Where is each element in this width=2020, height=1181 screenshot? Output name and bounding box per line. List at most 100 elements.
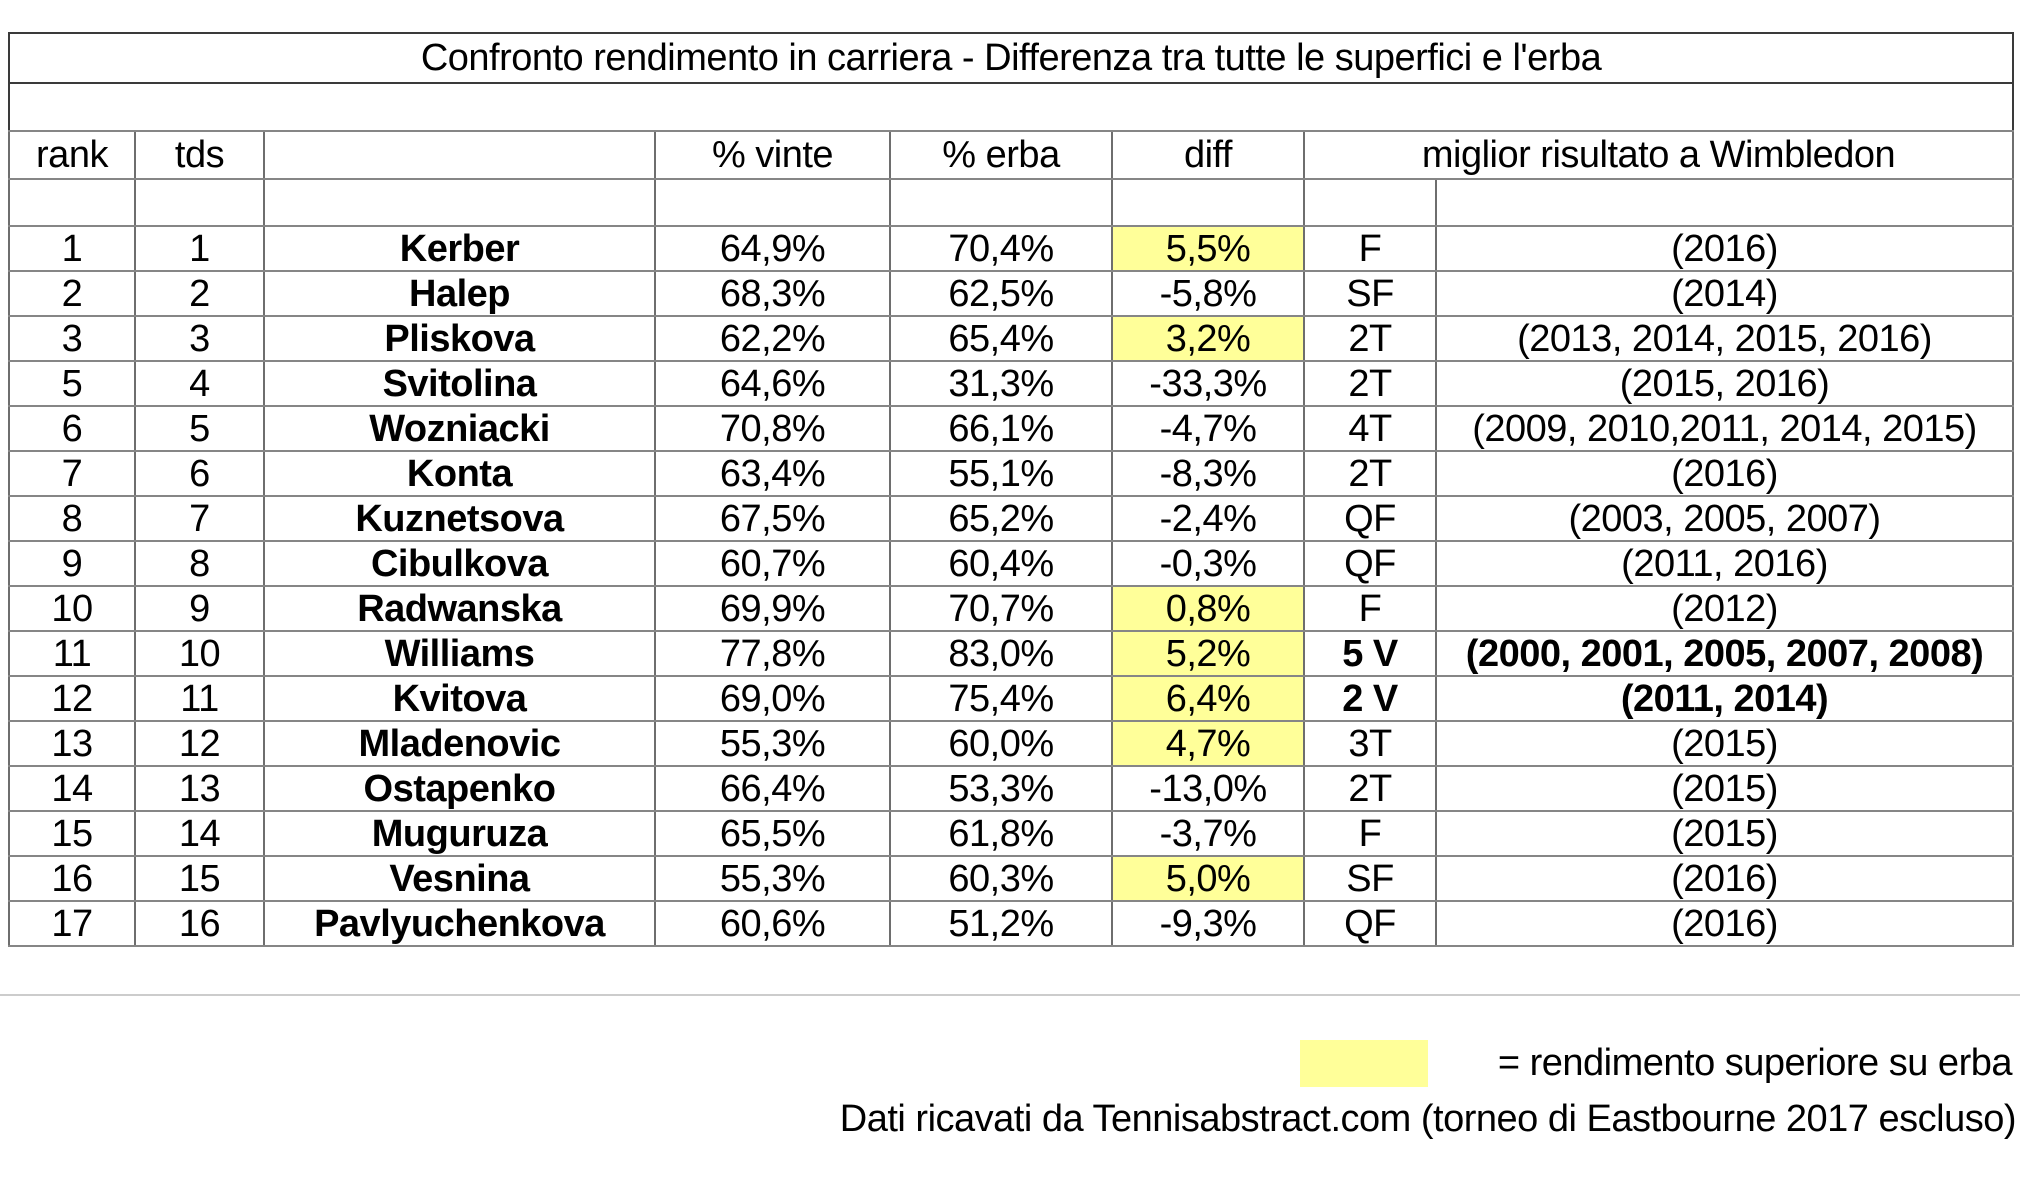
best-result-cell: 5 V	[1303, 630, 1437, 677]
rank-cell: 15	[8, 810, 136, 857]
player-name-cell: Konta	[263, 450, 656, 497]
diff-cell: -0,3%	[1111, 540, 1305, 587]
pct-vinte-cell: 67,5%	[654, 495, 891, 542]
years-cell: (2015)	[1434, 720, 2015, 767]
pct-erba-cell: 83,0%	[889, 630, 1113, 677]
table-row: 1 1 Kerber 64,9% 70,4% 5,5% F (2016)	[8, 225, 2015, 272]
years-cell: (2011, 2014)	[1434, 675, 2015, 722]
best-result-cell: SF	[1303, 855, 1437, 902]
pct-vinte-cell: 77,8%	[654, 630, 891, 677]
rank-cell: 6	[8, 405, 136, 452]
diff-cell: -33,3%	[1111, 360, 1305, 407]
pct-erba-cell: 62,5%	[889, 270, 1113, 317]
table-row: 12 11 Kvitova 69,0% 75,4% 6,4% 2 V (2011, 2014)	[8, 675, 2015, 722]
diff-cell: 5,0%	[1111, 855, 1305, 902]
table-row: 2 2 Halep 68,3% 62,5% -5,8% SF (2014)	[8, 270, 2015, 317]
years-cell: (2015)	[1434, 810, 2015, 857]
table-row: 8 7 Kuznetsova 67,5% 65,2% -2,4% QF (2003, 2005…	[8, 495, 2015, 542]
best-result-cell: 3T	[1303, 720, 1437, 767]
tds-cell: 11	[134, 675, 265, 722]
title-row: Confronto rendimento in carriera - Diffe…	[7, 32, 2015, 84]
page-title: Confronto rendimento in carriera - Diffe…	[7, 32, 2015, 84]
player-name-cell: Williams	[263, 630, 656, 677]
best-result-cell: F	[1303, 585, 1437, 632]
rank-cell: 12	[8, 675, 136, 722]
tds-cell: 12	[134, 720, 265, 767]
column-header-best-wimbledon: miglior risultato a Wimbledon	[1302, 130, 2015, 180]
rank-cell: 5	[8, 360, 136, 407]
tds-cell: 4	[134, 360, 265, 407]
best-result-cell: SF	[1303, 270, 1437, 317]
player-name-cell: Vesnina	[263, 855, 656, 902]
tds-cell: 13	[134, 765, 265, 812]
header-row: rank tds % vinte % erba diff miglior ris…	[8, 130, 2015, 180]
rank-cell: 8	[8, 495, 136, 542]
column-header-diff: diff	[1111, 130, 1305, 180]
gap-row	[7, 83, 2015, 132]
years-cell: (2003, 2005, 2007)	[1434, 495, 2015, 542]
years-cell: (2013, 2014, 2015, 2016)	[1434, 315, 2015, 362]
tds-cell: 1	[134, 225, 265, 272]
years-cell: (2011, 2016)	[1434, 540, 2015, 587]
years-cell: (2000, 2001, 2005, 2007, 2008)	[1434, 630, 2015, 677]
table-row: 10 9 Radwanska 69,9% 70,7% 0,8% F (2012)	[8, 585, 2015, 632]
source-note: Dati ricavati da Tennisabstract.com (tor…	[839, 1098, 2017, 1140]
column-header-name	[263, 130, 656, 180]
stats-table: Confronto rendimento in carriera - Diffe…	[7, 32, 2015, 947]
tds-cell: 9	[134, 585, 265, 632]
player-name-cell: Mladenovic	[263, 720, 656, 767]
best-result-cell: 2T	[1303, 360, 1437, 407]
player-name-cell: Radwanska	[263, 585, 656, 632]
tds-cell: 6	[134, 450, 265, 497]
diff-cell: -5,8%	[1111, 270, 1305, 317]
table-row: 15 14 Muguruza 65,5% 61,8% -3,7% F (2015)	[8, 810, 2015, 857]
pct-erba-cell: 65,4%	[889, 315, 1113, 362]
pct-vinte-cell: 63,4%	[654, 450, 891, 497]
rank-cell: 14	[8, 765, 136, 812]
table-row: 16 15 Vesnina 55,3% 60,3% 5,0% SF (2016)	[8, 855, 2015, 902]
best-result-cell: 2T	[1303, 315, 1437, 362]
pct-vinte-cell: 60,7%	[654, 540, 891, 587]
tds-cell: 8	[134, 540, 265, 587]
diff-cell: -13,0%	[1111, 765, 1305, 812]
pct-erba-cell: 70,4%	[889, 225, 1113, 272]
player-name-cell: Cibulkova	[263, 540, 656, 587]
pct-erba-cell: 60,0%	[889, 720, 1113, 767]
table-bottom-shadow	[0, 994, 2020, 996]
pct-vinte-cell: 55,3%	[654, 855, 891, 902]
tds-cell: 5	[134, 405, 265, 452]
rank-cell: 2	[8, 270, 136, 317]
player-name-cell: Halep	[263, 270, 656, 317]
table-row: 9 8 Cibulkova 60,7% 60,4% -0,3% QF (2011, 2016)	[8, 540, 2015, 587]
rank-cell: 7	[8, 450, 136, 497]
pct-vinte-cell: 65,5%	[654, 810, 891, 857]
player-name-cell: Pliskova	[263, 315, 656, 362]
years-cell: (2009, 2010,2011, 2014, 2015)	[1434, 405, 2015, 452]
column-header-rank: rank	[8, 130, 136, 180]
best-result-cell: F	[1303, 810, 1437, 857]
player-name-cell: Muguruza	[263, 810, 656, 857]
rank-cell: 9	[8, 540, 136, 587]
rank-cell: 1	[8, 225, 136, 272]
table-row: 11 10 Williams 77,8% 83,0% 5,2% 5 V (2000, 2001…	[8, 630, 2015, 677]
diff-cell: 5,5%	[1111, 225, 1305, 272]
pct-vinte-cell: 64,6%	[654, 360, 891, 407]
tds-cell: 3	[134, 315, 265, 362]
tds-cell: 15	[134, 855, 265, 902]
best-result-cell: F	[1303, 225, 1437, 272]
best-result-cell: 2T	[1303, 450, 1437, 497]
diff-cell: -8,3%	[1111, 450, 1305, 497]
pct-erba-cell: 53,3%	[889, 765, 1113, 812]
spacer-row	[8, 178, 2015, 227]
years-cell: (2015)	[1434, 765, 2015, 812]
table-row: 6 5 Wozniacki 70,8% 66,1% -4,7% 4T (2009, 2010,…	[8, 405, 2015, 452]
table-row: 14 13 Ostapenko 66,4% 53,3% -13,0% 2T (2015)	[8, 765, 2015, 812]
rank-cell: 17	[8, 900, 136, 947]
best-result-cell: QF	[1303, 900, 1437, 947]
diff-cell: 4,7%	[1111, 720, 1305, 767]
years-cell: (2016)	[1434, 900, 2015, 947]
player-name-cell: Pavlyuchenkova	[263, 900, 656, 947]
tds-cell: 14	[134, 810, 265, 857]
pct-erba-cell: 51,2%	[889, 900, 1113, 947]
